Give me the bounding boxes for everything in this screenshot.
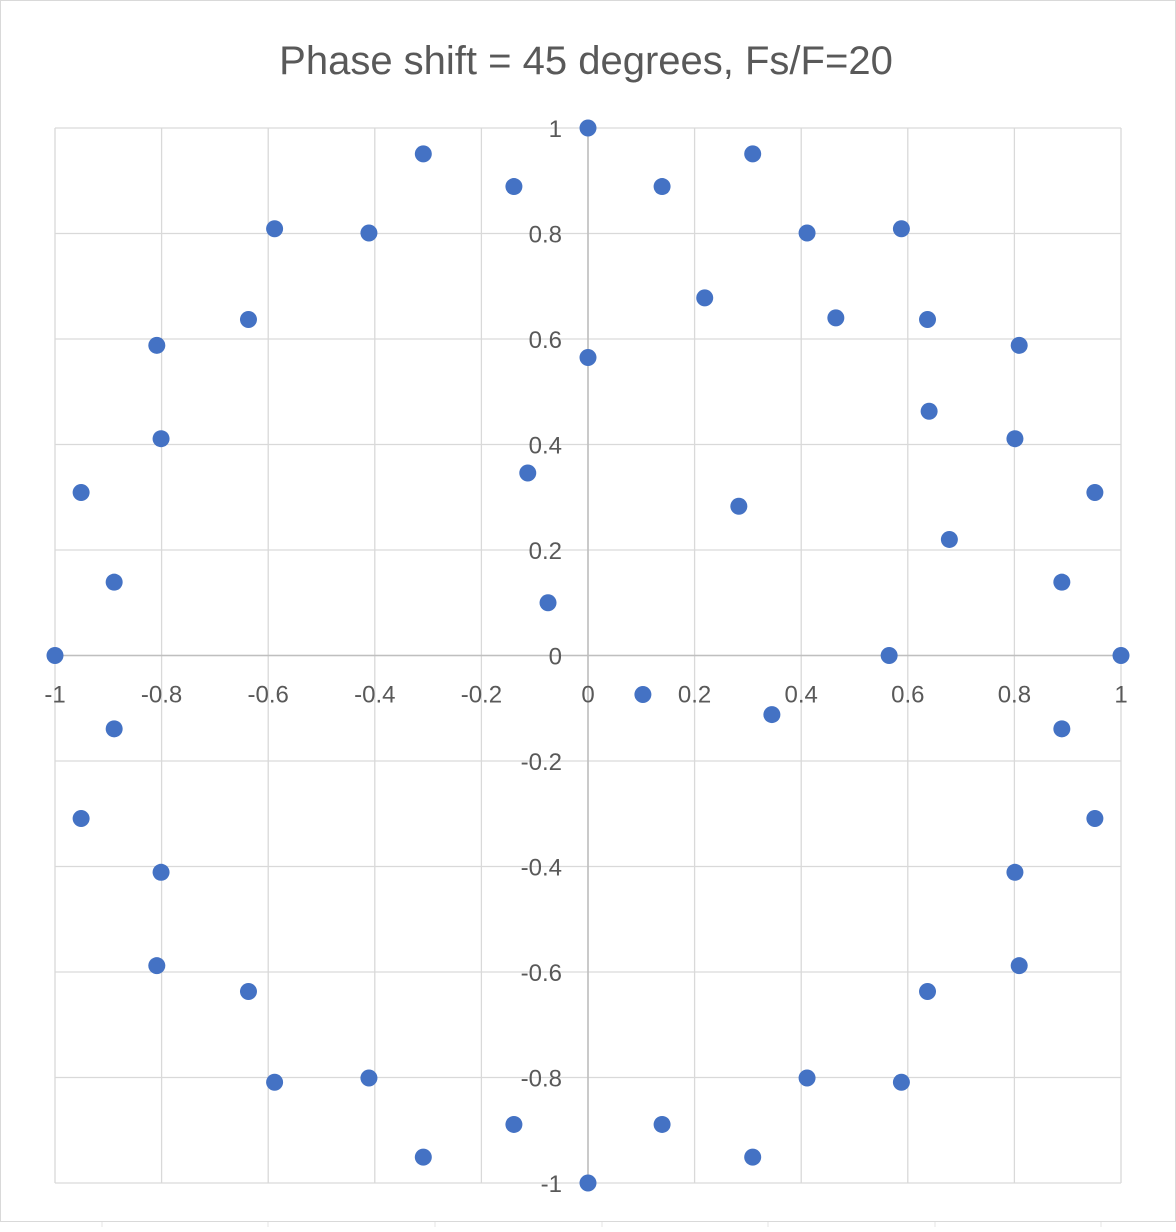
data-point xyxy=(1053,720,1071,738)
x-tick-label: 0 xyxy=(581,682,594,709)
data-point xyxy=(919,983,937,1001)
data-point xyxy=(239,310,257,328)
x-tick-label: 0.4 xyxy=(785,682,818,709)
data-point xyxy=(730,497,748,515)
x-tick-label: 0.2 xyxy=(678,682,711,709)
data-point xyxy=(1053,573,1071,591)
data-point xyxy=(266,220,284,238)
data-point xyxy=(634,686,652,704)
data-point xyxy=(266,1073,284,1091)
data-point xyxy=(798,1069,816,1087)
data-point xyxy=(744,1148,762,1166)
data-point xyxy=(360,1069,378,1087)
data-point xyxy=(414,1148,432,1166)
y-tick-label: 0.2 xyxy=(529,538,562,565)
data-point xyxy=(1010,336,1028,354)
x-tick-label: -0.2 xyxy=(461,682,502,709)
spreadsheet-background xyxy=(101,1222,1102,1227)
data-point xyxy=(653,1115,671,1133)
data-point xyxy=(46,647,64,664)
data-points xyxy=(46,119,1130,1192)
data-point xyxy=(148,957,166,975)
data-point xyxy=(1006,430,1024,448)
tick-labels: -1 -0.8 -0.6 -0.4 -0.2 0 0.2 0.4 0.6 0.8 1 1 0.8 0.6 0… xyxy=(44,116,1127,1198)
data-point xyxy=(653,178,671,196)
y-tick-label: -0.4 xyxy=(521,855,562,882)
data-point xyxy=(152,430,170,448)
data-point xyxy=(105,720,123,738)
data-point xyxy=(892,220,910,238)
data-point xyxy=(72,484,90,502)
data-point xyxy=(105,573,123,591)
data-point xyxy=(360,224,378,242)
data-point xyxy=(579,348,597,366)
y-tick-label: -0.8 xyxy=(521,1066,562,1093)
data-point xyxy=(579,1174,597,1192)
data-point xyxy=(505,1115,523,1133)
data-point xyxy=(940,530,958,548)
y-tick-label: 0.4 xyxy=(529,433,562,460)
data-point xyxy=(519,464,537,482)
data-point xyxy=(1086,809,1104,827)
data-point xyxy=(892,1073,910,1091)
data-point xyxy=(148,336,166,354)
x-tick-label: 0.8 xyxy=(998,682,1031,709)
y-tick-label: 0 xyxy=(549,644,562,671)
data-point xyxy=(579,119,597,137)
data-point xyxy=(239,983,257,1001)
axes xyxy=(55,128,1121,1183)
y-tick-label: -1 xyxy=(541,1171,562,1198)
x-tick-label: 0.6 xyxy=(891,682,924,709)
data-point xyxy=(1112,647,1130,664)
y-tick-label: 1 xyxy=(549,116,562,143)
data-point xyxy=(696,289,714,307)
data-point xyxy=(880,647,898,664)
data-point xyxy=(505,178,523,196)
y-tick-label: -0.2 xyxy=(521,749,562,776)
chart-title: Phase shift = 45 degrees, Fs/F=20 xyxy=(279,39,893,83)
x-tick-label: -0.8 xyxy=(141,682,182,709)
data-point xyxy=(72,809,90,827)
y-tick-label: 0.8 xyxy=(529,222,562,249)
y-tick-label: -0.6 xyxy=(521,960,562,987)
x-tick-label: -1 xyxy=(44,682,65,709)
data-point xyxy=(414,145,432,163)
x-tick-label: -0.6 xyxy=(248,682,289,709)
data-point xyxy=(920,402,938,420)
x-tick-label: -0.4 xyxy=(354,682,395,709)
data-point xyxy=(763,706,781,724)
y-tick-label: 0.6 xyxy=(529,327,562,354)
data-point xyxy=(919,310,937,328)
data-point xyxy=(798,224,816,242)
data-point xyxy=(744,145,762,163)
x-tick-label: 1 xyxy=(1114,682,1127,709)
data-point xyxy=(827,309,845,327)
data-point xyxy=(1010,957,1028,975)
data-point xyxy=(152,863,170,881)
data-point xyxy=(1086,484,1104,502)
data-point xyxy=(539,594,557,612)
data-point xyxy=(1006,863,1024,881)
